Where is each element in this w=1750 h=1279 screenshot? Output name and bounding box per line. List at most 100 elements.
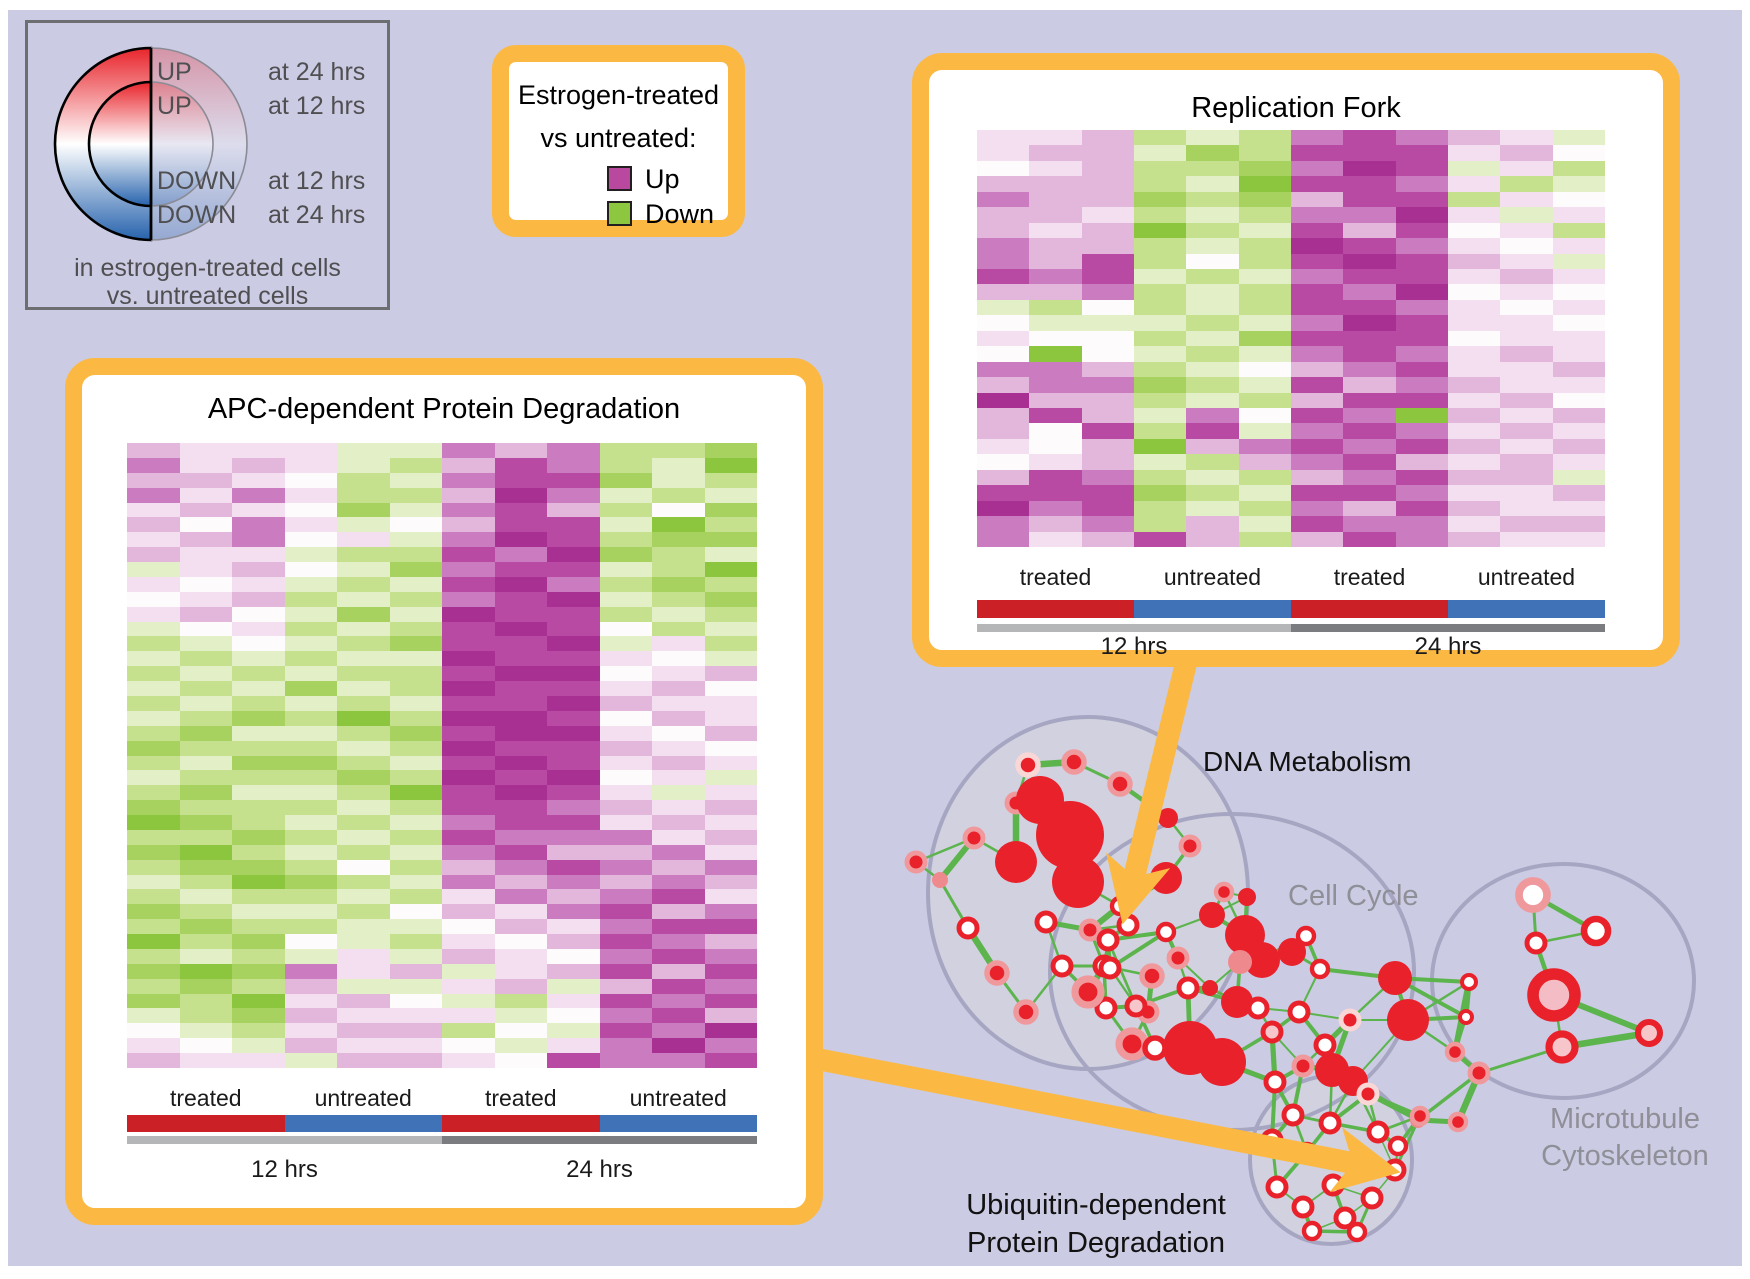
heatmap-cell xyxy=(599,547,652,563)
network-node xyxy=(1318,1111,1342,1135)
network-node xyxy=(1301,1220,1323,1242)
scale-up-24-dir: UP xyxy=(157,58,192,86)
heatmap-cell xyxy=(284,934,337,949)
group-bar xyxy=(599,1115,757,1132)
replication-fork-panel: Replication Fork treated untreated treated… xyxy=(912,53,1680,667)
heatmap-cell xyxy=(652,695,705,711)
heatmap-cell xyxy=(704,576,757,592)
heatmap-cell xyxy=(547,889,600,905)
heatmap-cell xyxy=(1029,130,1082,146)
heatmap-cell xyxy=(1081,145,1134,161)
heatmap-cell xyxy=(977,176,1030,192)
network-node xyxy=(1580,915,1612,947)
heatmap-cell xyxy=(652,666,705,682)
heatmap-cell xyxy=(1343,269,1396,285)
network-node xyxy=(1545,1030,1579,1064)
heatmap-cell xyxy=(179,919,232,935)
heatmap-cell xyxy=(652,829,705,845)
heatmap-cell xyxy=(1395,346,1448,362)
up-label: Up xyxy=(645,164,680,194)
heatmap-cell xyxy=(704,606,757,622)
scale-footer-line2: vs. untreated cells xyxy=(106,282,309,310)
heatmap-cell xyxy=(442,978,495,994)
network-node xyxy=(1321,1173,1345,1197)
heatmap-cell xyxy=(127,517,180,533)
network-node xyxy=(1202,980,1218,996)
heatmap-cell xyxy=(1343,207,1396,223)
heatmap-cell xyxy=(1395,392,1448,408)
heatmap-cell xyxy=(284,948,337,964)
heatmap-cell xyxy=(1395,531,1448,547)
group-label: untreated xyxy=(629,1085,727,1111)
heatmap-cell xyxy=(1500,454,1553,470)
heatmap-cell xyxy=(1186,269,1239,285)
heatmap-cell xyxy=(1343,377,1396,393)
heatmap-cell xyxy=(442,889,495,905)
heatmap-cell xyxy=(599,740,652,756)
heatmap-cell xyxy=(704,502,757,518)
heatmap-cell xyxy=(232,1023,285,1039)
heatmap-cell xyxy=(1081,454,1134,470)
heatmap-cell xyxy=(1500,377,1553,393)
heatmap-cell xyxy=(179,725,232,741)
heatmap-cell xyxy=(1395,516,1448,532)
heatmap-cell xyxy=(704,562,757,577)
heatmap-cell xyxy=(652,934,705,949)
heatmap-cell xyxy=(1290,330,1344,347)
heatmap-cell xyxy=(127,725,180,741)
heatmap-cell xyxy=(1186,191,1239,208)
heatmap-cell xyxy=(977,485,1030,501)
group-label: treated xyxy=(1019,564,1092,590)
heatmap-cell xyxy=(704,785,757,801)
heatmap-cell xyxy=(1186,330,1239,347)
heatmap-cell xyxy=(1447,500,1501,517)
heatmap-cell xyxy=(1133,469,1187,486)
heatmap-cell xyxy=(1133,130,1187,146)
heatmap-cell xyxy=(284,532,337,548)
heatmap-cell xyxy=(179,562,232,577)
heatmap-cell xyxy=(1186,485,1239,501)
heatmap-cell xyxy=(494,606,547,622)
heatmap-cell xyxy=(179,636,232,652)
heatmap-cell xyxy=(1029,299,1082,316)
heatmap-cell xyxy=(652,800,705,816)
heatmap-cell xyxy=(1552,222,1605,239)
heatmap-cell xyxy=(704,948,757,964)
heatmap-cell xyxy=(977,423,1030,439)
heatmap-cell xyxy=(179,815,232,830)
heatmap-cell xyxy=(1395,222,1448,239)
heatmap-cell xyxy=(1029,315,1082,331)
heatmap-cell xyxy=(337,829,390,845)
heatmap-cell xyxy=(1029,160,1082,177)
heatmap-cell xyxy=(1081,160,1134,177)
heatmap-cell xyxy=(389,472,442,488)
heatmap-cell xyxy=(1238,346,1291,362)
heatmap-cell xyxy=(1081,392,1134,408)
heatmap-cell xyxy=(442,591,495,607)
heatmap-cell xyxy=(1343,299,1396,316)
heatmap-cell xyxy=(599,963,652,979)
heatmap-cell xyxy=(494,651,547,667)
heatmap-cell xyxy=(389,695,442,711)
heatmap-cell xyxy=(494,725,547,741)
heatmap-cell xyxy=(232,993,285,1009)
heatmap-cell xyxy=(1447,516,1501,532)
heatmap-cell xyxy=(337,606,390,622)
network-node xyxy=(1387,999,1429,1041)
heatmap-cell xyxy=(1500,176,1553,192)
heatmap-cell xyxy=(1029,269,1082,285)
heatmap-cell xyxy=(232,547,285,563)
heatmap-cell xyxy=(1238,392,1291,408)
heatmap-cell xyxy=(1238,361,1291,378)
heatmap-cell xyxy=(1395,207,1448,223)
heatmap-cell xyxy=(284,621,337,637)
heatmap-cell xyxy=(442,844,495,860)
heatmap-cell xyxy=(1395,253,1448,269)
heatmap-cell xyxy=(1290,299,1344,316)
heatmap-cell xyxy=(1186,531,1239,547)
heatmap-cell xyxy=(232,978,285,994)
heatmap-cell xyxy=(977,222,1030,239)
heatmap-cell xyxy=(1343,130,1396,146)
heatmap-cell xyxy=(1395,485,1448,501)
